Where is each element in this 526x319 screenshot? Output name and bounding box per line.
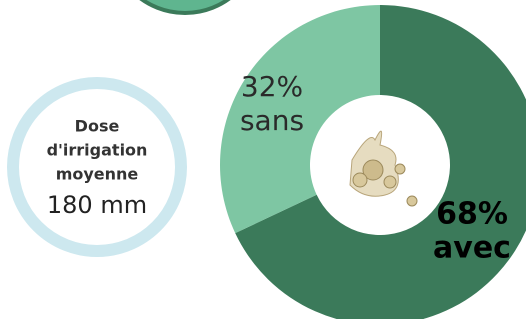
infographic: Dose d'irrigation moyenne 180 mm 68%avec… (0, 0, 526, 319)
center-icon (350, 131, 417, 206)
slice-category-label: avec (433, 231, 511, 266)
callout-line: d'irrigation (47, 141, 148, 160)
decor-circle (110, 0, 260, 13)
callout-line: Dose (75, 117, 120, 136)
callout-value: 180 mm (47, 191, 147, 219)
slice-value-label: 68% (436, 197, 508, 232)
callout-line: moyenne (56, 165, 139, 184)
slice-value-label: 32% (241, 70, 303, 103)
slice-category-label: sans (240, 104, 304, 137)
